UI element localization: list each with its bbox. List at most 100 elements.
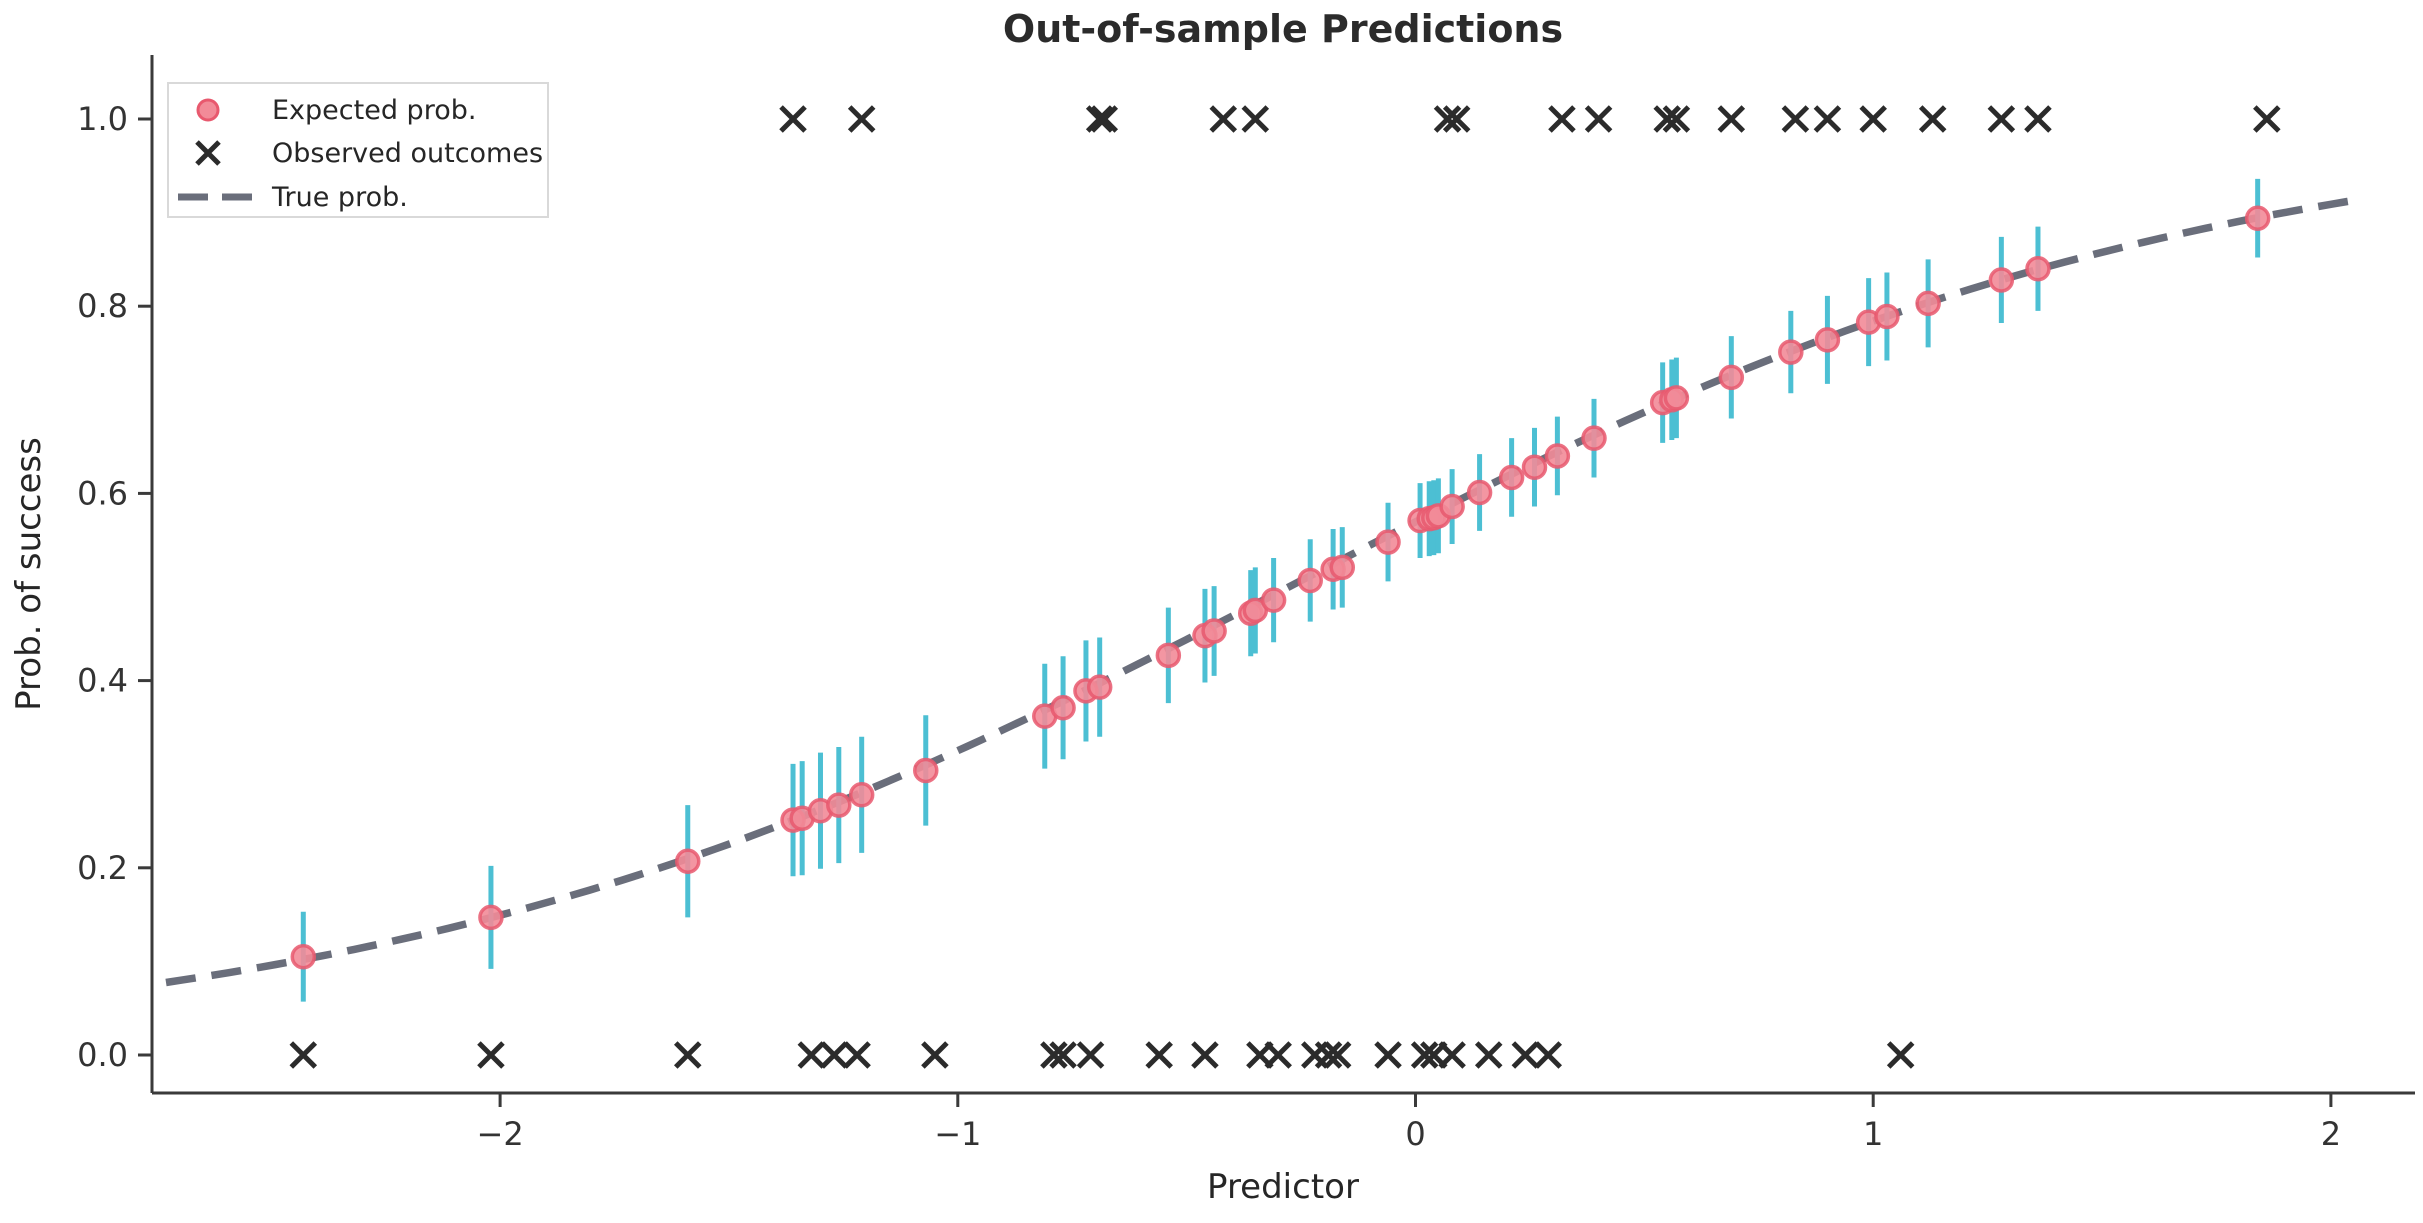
y-tick-label: 0.0 (77, 1036, 128, 1074)
observed-outcome-marker (797, 1041, 826, 1069)
observed-outcome-marker (1886, 1041, 1915, 1069)
observed-outcome-marker (1209, 105, 1238, 133)
observed-outcome-marker (843, 1041, 871, 1069)
legend-label-true: True prob. (271, 182, 408, 213)
observed-outcome-marker (1918, 105, 1947, 133)
legend-label-expected: Expected prob. (272, 95, 476, 126)
observed-outcome-marker (1076, 1041, 1105, 1069)
expected-prob-point (1201, 618, 1227, 644)
observed-outcome-marker (1433, 105, 1462, 133)
observed-outcome-marker (1040, 1041, 1068, 1069)
observed-outcome-marker (1534, 1041, 1562, 1069)
observed-outcome-marker (2253, 105, 2281, 133)
expected-prob-point (1155, 642, 1182, 669)
x-tick-label: 1 (1863, 1115, 1883, 1153)
observed-outcome-marker (1374, 1041, 1402, 1069)
observed-outcome-marker (289, 1041, 318, 1069)
observed-outcome-marker (1438, 1041, 1466, 1069)
x-tick-label: −1 (934, 1115, 981, 1153)
expected-prob-point (290, 943, 317, 970)
observed-outcome-marker (477, 1041, 505, 1069)
expected-prob-point (1988, 267, 2015, 293)
expected-prob-point (1329, 554, 1356, 581)
observed-outcome-markers (289, 105, 2281, 1069)
true-prob-dashed-line (165, 195, 2364, 987)
chart-title: Out-of-sample Predictions (1003, 7, 1563, 51)
y-axis-label: Prob. of success (9, 437, 49, 711)
observed-outcome-marker (779, 105, 807, 133)
y-tick-label: 0.2 (77, 849, 128, 887)
expected-prob-point (1375, 529, 1401, 555)
y-axis-ticks: 0.0 0.2 0.4 0.6 0.8 1.0 (77, 100, 152, 1074)
y-tick-label: 0.4 (77, 662, 128, 700)
observed-outcome-marker (673, 1041, 702, 1069)
expected-prob-point (1778, 339, 1804, 365)
expected-prob-point (1718, 364, 1745, 391)
expected-prob-point (1297, 567, 1323, 594)
observed-outcome-marker (1653, 105, 1681, 133)
x-axis-ticks: −2 −1 0 1 2 (477, 1093, 2341, 1153)
observed-outcome-marker (1191, 1041, 1219, 1069)
expected-prob-point (1814, 327, 1841, 353)
expected-prob-points (290, 205, 2271, 970)
expected-prob-point (913, 757, 939, 784)
observed-outcome-marker (1085, 105, 1114, 133)
y-tick-label: 0.6 (77, 474, 128, 512)
observed-outcome-marker (1717, 105, 1746, 133)
x-tick-label: 2 (2321, 1115, 2341, 1153)
observed-outcome-marker (1145, 1041, 1173, 1069)
observed-outcome-marker (1781, 105, 1810, 133)
observed-outcome-marker (1662, 105, 1691, 133)
observed-outcome-marker (1410, 1041, 1439, 1069)
expected-prob-point (1466, 479, 1493, 506)
expected-prob-point (826, 792, 852, 818)
legend: Expected prob. Observed outcomes True pr… (167, 82, 549, 218)
observed-outcome-x-icon (195, 140, 221, 166)
expected-prob-point (675, 848, 701, 874)
observed-outcome-marker (1314, 1041, 1343, 1069)
x-axis-label: Predictor (1207, 1167, 1359, 1207)
expected-prob-point (2025, 256, 2051, 282)
expected-prob-point (1086, 674, 1113, 700)
observed-outcome-marker (1813, 105, 1842, 133)
true-prob-curve (165, 195, 2364, 987)
expected-prob-point (1521, 454, 1548, 480)
observed-outcome-marker (1049, 1041, 1077, 1069)
expected-prob-point (2244, 205, 2271, 231)
observed-outcome-marker (1584, 105, 1613, 133)
observed-outcome-marker (1987, 105, 2016, 133)
observed-outcome-marker (1264, 1041, 1292, 1069)
axes-spines (150, 55, 2415, 1095)
expected-prob-point (1544, 443, 1571, 469)
observed-outcome-marker (820, 1041, 848, 1069)
expected-prob-dot-icon (196, 98, 220, 122)
x-tick-label: 0 (1405, 1115, 1425, 1153)
expected-prob-point (848, 782, 875, 808)
observed-outcome-marker (2024, 105, 2052, 133)
expected-prob-point (1498, 464, 1525, 491)
x-tick-label: −2 (477, 1115, 524, 1153)
observed-outcome-marker (1511, 1041, 1540, 1069)
legend-label-observed: Observed outcomes (272, 138, 543, 169)
expected-prob-point (478, 904, 504, 931)
expected-prob-point (1260, 587, 1287, 613)
observed-outcome-marker (1474, 1041, 1503, 1069)
y-tick-label: 1.0 (77, 100, 128, 138)
y-tick-label: 0.8 (77, 287, 128, 325)
expected-prob-point (1439, 493, 1465, 520)
observed-outcome-marker (1090, 105, 1119, 133)
expected-prob-point (1581, 425, 1607, 451)
expected-prob-point (1663, 385, 1690, 411)
expected-prob-point (1874, 303, 1900, 330)
observed-outcome-marker (1241, 105, 1270, 133)
observed-outcome-marker (847, 105, 876, 133)
expected-prob-point (1050, 694, 1076, 721)
observed-outcome-marker (921, 1041, 949, 1069)
observed-outcome-marker (1859, 105, 1887, 133)
expected-prob-point (1915, 290, 1941, 317)
observed-outcome-marker (1323, 1041, 1352, 1069)
observed-outcome-marker (1548, 105, 1576, 133)
observed-outcome-marker (1442, 105, 1471, 133)
